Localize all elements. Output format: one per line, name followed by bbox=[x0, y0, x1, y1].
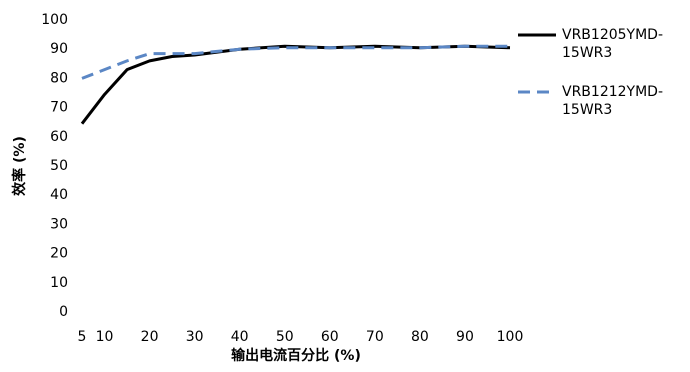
x-tick-label: 60 bbox=[321, 329, 339, 345]
y-tick-label: 10 bbox=[50, 275, 68, 291]
y-tick-label: 50 bbox=[50, 158, 68, 174]
legend-label: VRB1212YMD-15WR3 bbox=[562, 84, 664, 118]
series-line bbox=[81, 44, 510, 80]
y-tick-label: 0 bbox=[59, 304, 68, 320]
y-tick-label: 30 bbox=[50, 216, 68, 232]
y-tick-label: 70 bbox=[50, 100, 68, 116]
y-tick-label: 20 bbox=[50, 246, 68, 262]
x-tick-label: 30 bbox=[186, 329, 204, 345]
y-tick-label: 60 bbox=[50, 129, 68, 145]
y-axis-label: 效率 (%) bbox=[11, 136, 28, 196]
legend-label: VRB1205YMD-15WR3 bbox=[562, 27, 664, 61]
y-tick-label: 40 bbox=[50, 187, 68, 203]
y-tick-label: 90 bbox=[50, 41, 68, 57]
y-tick-label: 80 bbox=[50, 70, 68, 86]
x-axis-label: 输出电流百分比 (%) bbox=[231, 347, 361, 364]
x-tick-label: 5 bbox=[78, 329, 87, 345]
x-tick-label: 10 bbox=[96, 329, 114, 345]
x-tick-label: 70 bbox=[366, 329, 384, 345]
x-tick-label: 40 bbox=[231, 329, 249, 345]
x-tick-label: 50 bbox=[276, 329, 294, 345]
y-tick-label: 100 bbox=[41, 12, 68, 28]
x-tick-label: 100 bbox=[497, 329, 524, 345]
x-tick-label: 20 bbox=[141, 329, 159, 345]
series-line bbox=[80, 44, 511, 125]
x-tick-label: 90 bbox=[456, 329, 474, 345]
x-tick-label: 80 bbox=[411, 329, 429, 345]
